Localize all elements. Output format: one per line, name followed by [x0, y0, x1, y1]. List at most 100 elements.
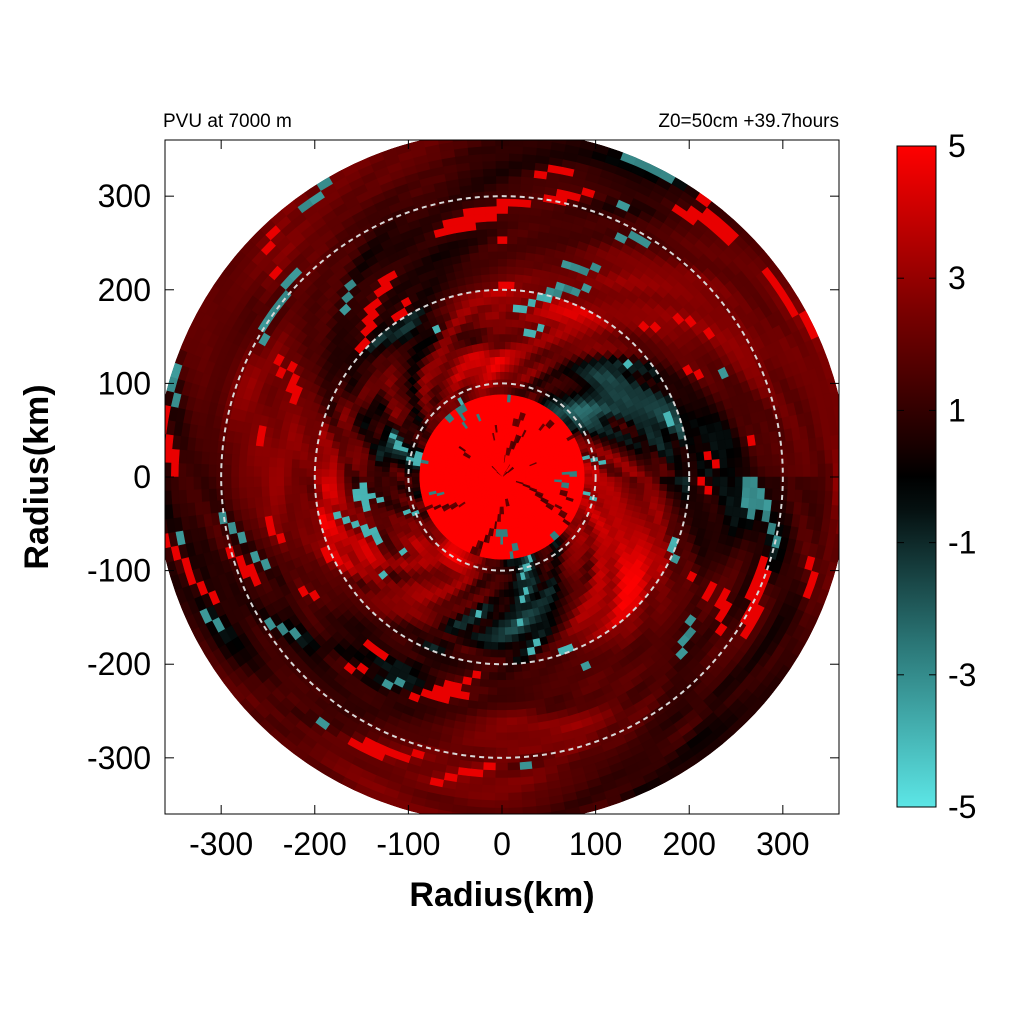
field-cell: [657, 496, 667, 505]
field-cell: [474, 221, 487, 231]
field-cell: [268, 457, 278, 468]
field-cell: [499, 559, 505, 568]
field-cell: [599, 472, 608, 478]
field-cell: [321, 454, 331, 463]
field-cell: [497, 273, 507, 282]
field-cell: [411, 476, 420, 482]
field-cell: [651, 482, 661, 491]
field-cell: [492, 611, 500, 621]
field-cell: [381, 461, 391, 468]
field-cell: [606, 481, 616, 487]
field-cell: [495, 559, 501, 568]
field-cell: [261, 446, 271, 458]
field-cell: [426, 473, 435, 478]
field-cell: [734, 456, 744, 468]
field-cell: [516, 228, 529, 238]
field-cell: [471, 274, 482, 284]
field-cell: [674, 461, 683, 471]
field-cell: [276, 448, 286, 460]
field-cell: [504, 341, 511, 350]
field-cell: [689, 476, 699, 486]
field-cell: [672, 498, 682, 508]
field-cell: [506, 709, 518, 719]
field-cell: [504, 634, 513, 643]
field-cell: [328, 469, 337, 478]
field-cell: [506, 702, 518, 711]
field-cell: [478, 251, 489, 261]
field-cell: [486, 333, 494, 343]
field-cell: [499, 582, 505, 591]
field-cell: [496, 702, 508, 711]
field-cell: [665, 490, 675, 500]
field-cell: [268, 476, 277, 488]
field-cell: [500, 401, 504, 410]
field-cell: [673, 491, 683, 500]
field-cell: [503, 371, 509, 380]
field-cell: [476, 708, 488, 718]
field-cell: [734, 486, 744, 498]
field-cell: [489, 280, 499, 290]
field-cell: [486, 709, 498, 719]
field-cell: [306, 460, 315, 470]
field-cell: [418, 473, 428, 478]
field-cell: [298, 459, 308, 470]
field-cell: [476, 236, 488, 246]
field-cell: [643, 488, 653, 497]
field-cell: [500, 408, 504, 418]
field-cell: [490, 641, 499, 651]
field-cell: [496, 250, 508, 259]
field-cell: [712, 467, 721, 478]
field-cell: [637, 476, 646, 484]
field-cell: [629, 465, 638, 472]
field-cell: [576, 476, 586, 481]
field-cell: [734, 476, 744, 488]
field-cell: [482, 296, 492, 306]
field-cell: [674, 483, 683, 493]
header-right-title: Z0=50cm +39.7hours: [658, 111, 839, 132]
field-cell: [504, 348, 511, 358]
field-cell: [479, 618, 488, 628]
field-cell: [726, 457, 736, 468]
field-cell: [433, 473, 443, 478]
field-cell: [522, 266, 534, 277]
field-cell: [336, 483, 345, 492]
field-cell: [704, 459, 713, 469]
field-cell: [478, 258, 490, 268]
field-cell: [269, 447, 279, 459]
field-cell: [505, 265, 516, 275]
field-cell: [733, 446, 743, 458]
field-cell: [322, 446, 332, 456]
field-cell: [284, 494, 294, 505]
field-cell: [561, 476, 571, 481]
field-cell: [491, 634, 500, 643]
field-cell: [374, 460, 383, 468]
field-cell: [524, 476, 533, 479]
field-cell: [321, 461, 330, 471]
field-cell: [381, 466, 390, 473]
field-cell: [740, 496, 750, 509]
field-cell: [499, 363, 505, 372]
field-cell: [667, 476, 676, 485]
field-cell: [290, 476, 300, 487]
field-cell: [569, 476, 578, 481]
field-cell: [629, 470, 638, 478]
field-cell: [291, 459, 300, 469]
field-cell: [497, 536, 502, 546]
field-cell: [521, 281, 531, 292]
field-cell: [494, 363, 501, 373]
field-cell: [337, 449, 347, 458]
field-cell: [489, 588, 496, 598]
field-cell: [328, 476, 337, 485]
field-cell: [504, 318, 513, 328]
field-cell: [496, 235, 508, 244]
field-cell: [518, 311, 527, 321]
field-cell: [513, 663, 523, 673]
field-cell: [497, 258, 507, 267]
field-cell: [388, 467, 398, 473]
field-cell: [497, 664, 507, 673]
field-cell: [491, 311, 500, 320]
field-cell: [506, 220, 519, 230]
field-cell: [749, 465, 759, 478]
field-cell: [487, 603, 495, 613]
field-cell: [517, 319, 526, 329]
